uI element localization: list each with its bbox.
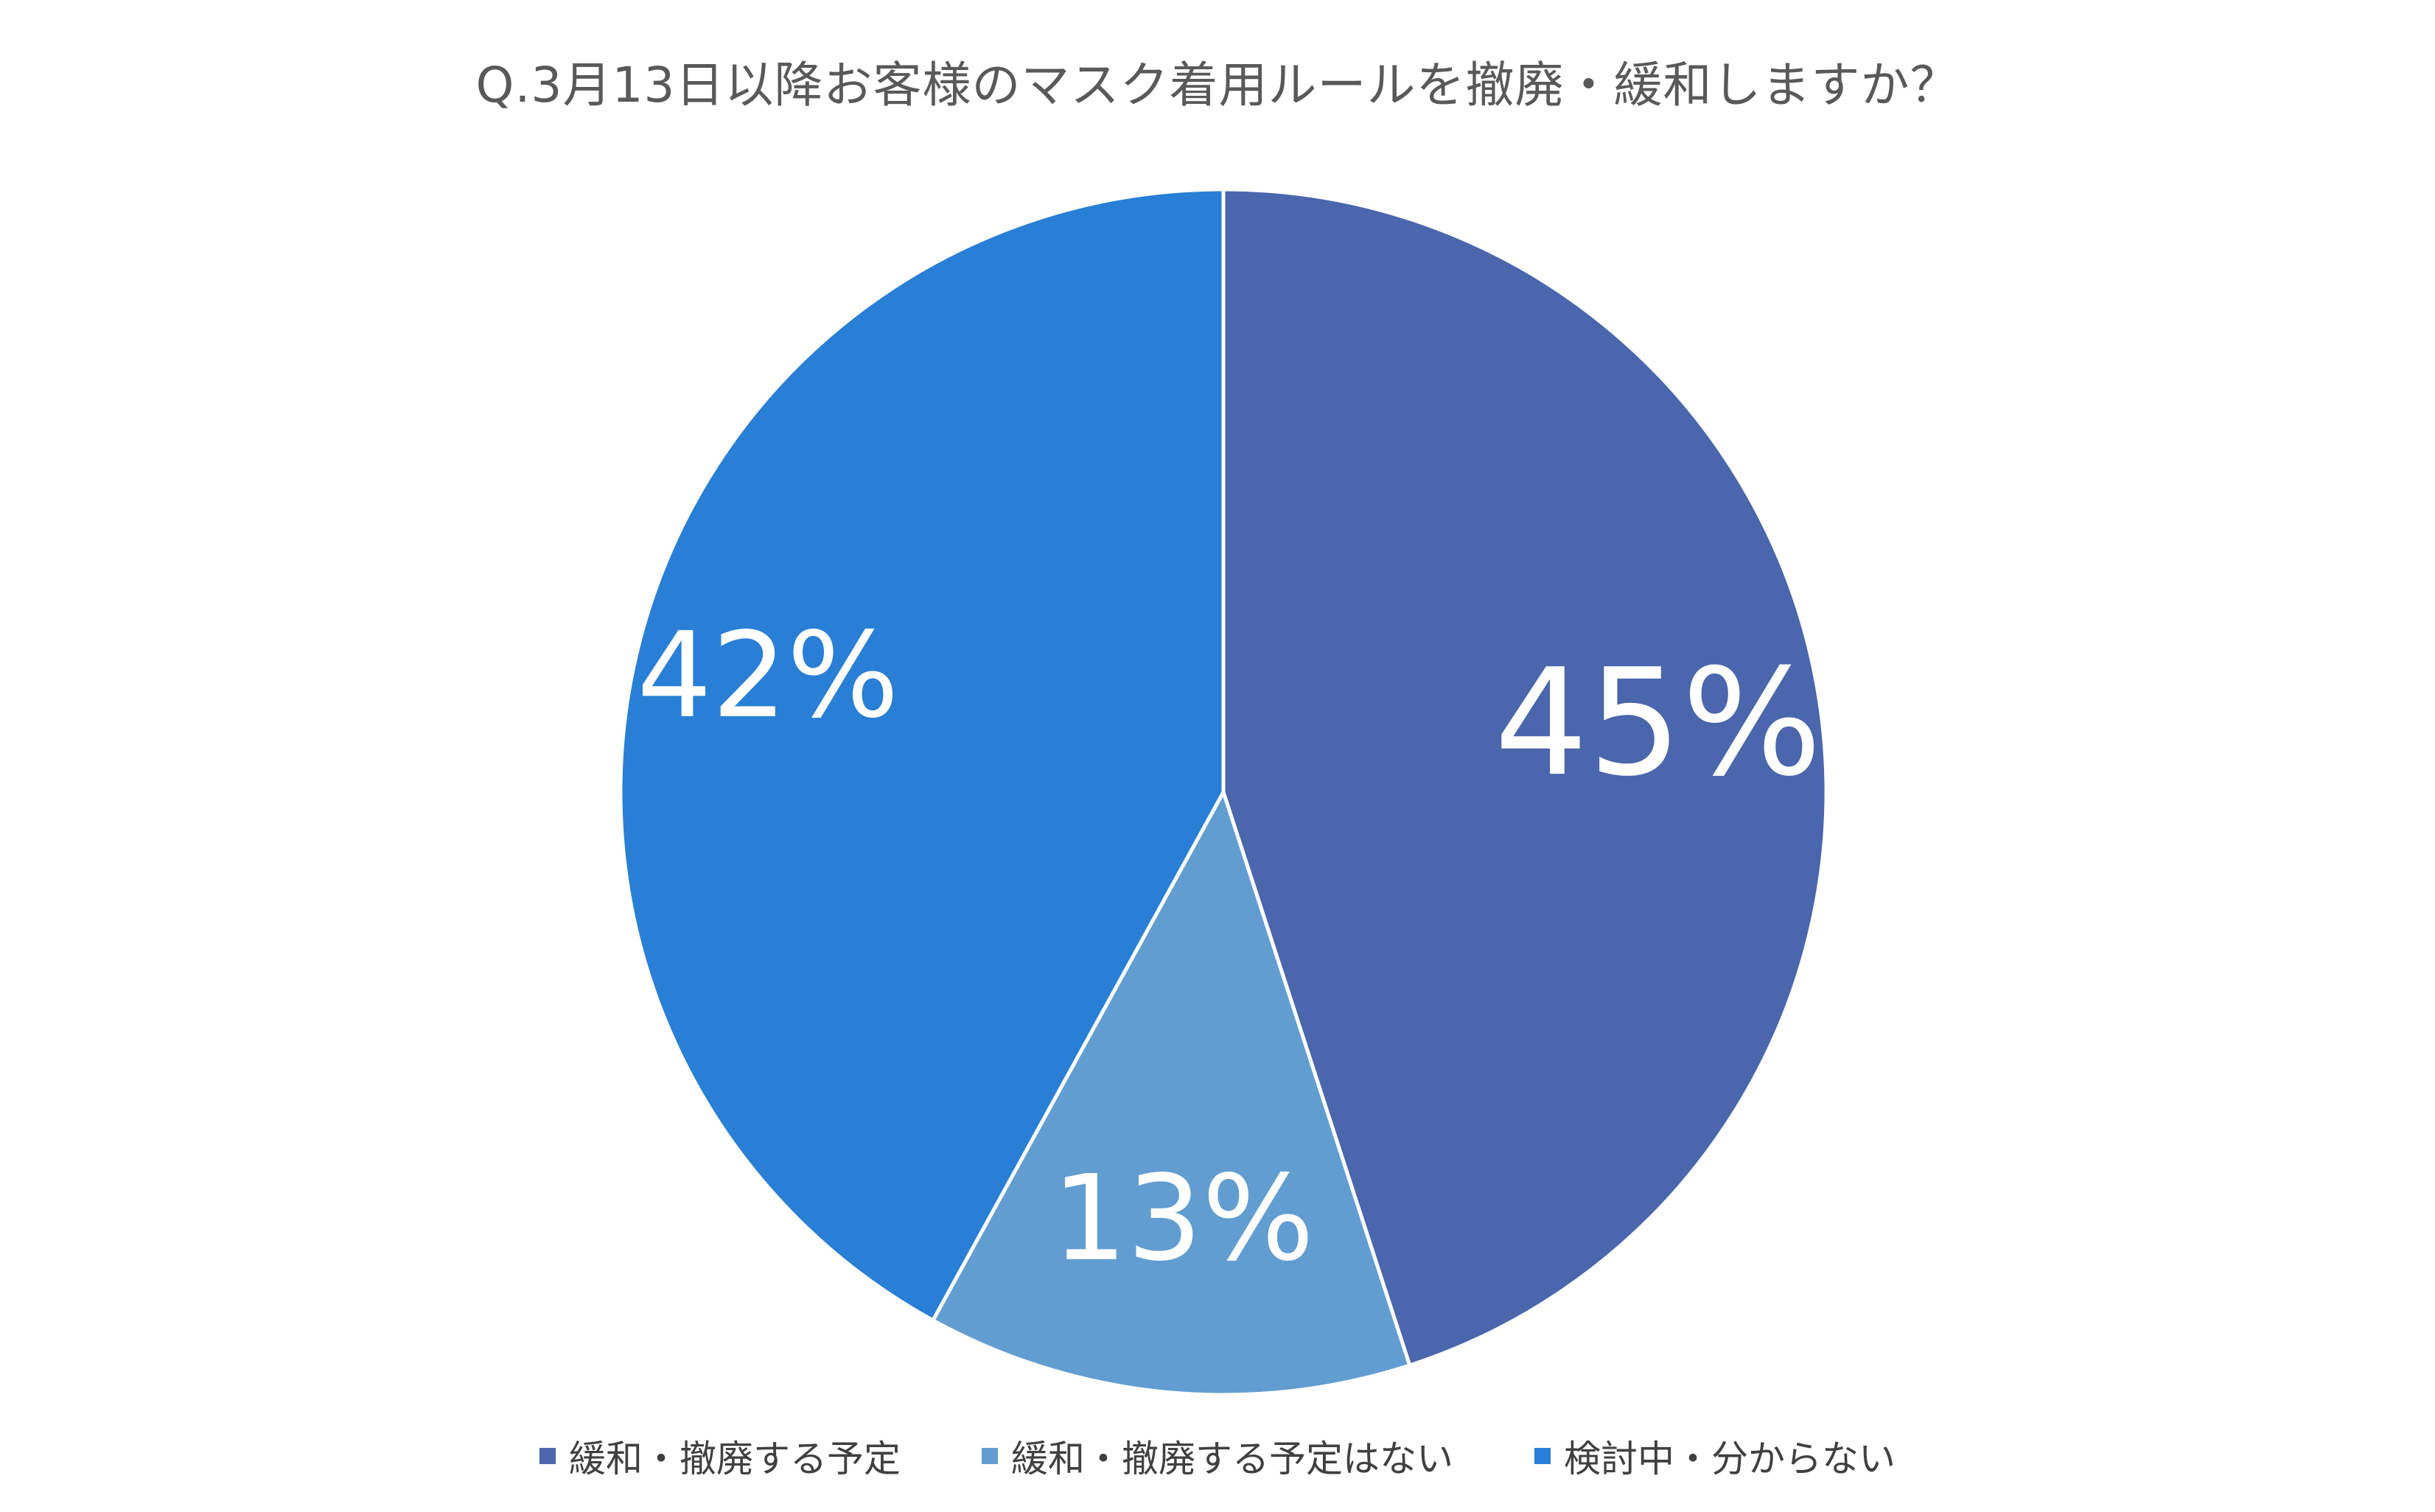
legend-label-2: 検討中・分からない <box>1564 1438 1896 1480</box>
legend-item-1: 緩和・撤廃する予定はない <box>982 1429 1453 1483</box>
legend-swatch-2 <box>1534 1448 1551 1464</box>
legend-swatch-0 <box>539 1448 556 1464</box>
legend-item-0: 緩和・撤廃する予定 <box>539 1429 901 1483</box>
pie-slices <box>618 187 1828 1397</box>
pie-slice-2 <box>618 187 1226 1323</box>
legend-item-2: 検討中・分からない <box>1534 1429 1896 1483</box>
legend: 緩和・撤廃する予定 緩和・撤廃する予定はない 検討中・分からない <box>0 1429 2435 1483</box>
data-label-2: 42% <box>637 606 899 744</box>
pie-data-labels: 45% 13% 42% <box>637 606 1822 1287</box>
pie-slice-0 <box>1221 187 1828 1368</box>
chart-title: Q.3月13日以降お客様のマスク着用ルールを撤廃・緩和しますか？ <box>475 57 1960 113</box>
pie-slice-1 <box>931 790 1412 1397</box>
data-label-1: 13% <box>1052 1149 1315 1287</box>
legend-swatch-1 <box>982 1448 998 1464</box>
legend-label-0: 緩和・撤廃する予定 <box>569 1438 901 1480</box>
legend-label-1: 緩和・撤廃する予定はない <box>1011 1438 1453 1480</box>
data-label-0: 45% <box>1495 637 1823 809</box>
